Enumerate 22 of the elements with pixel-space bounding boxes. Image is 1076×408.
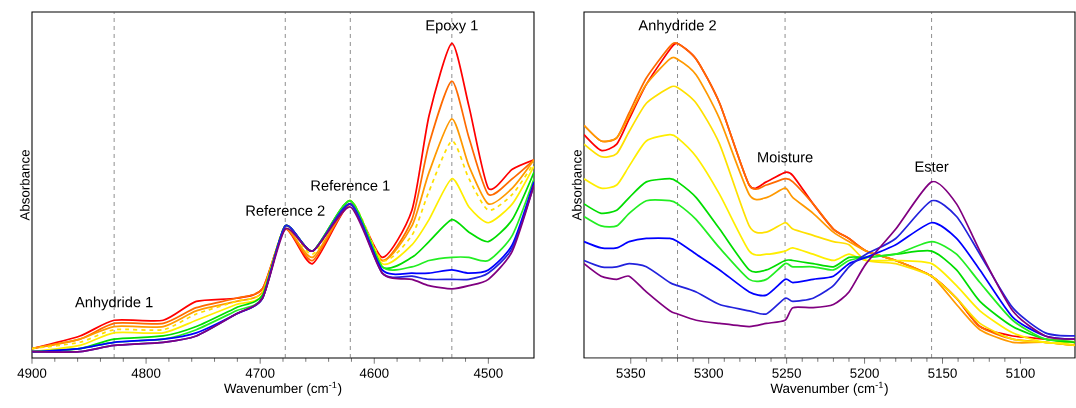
x-tick-label: 5100 [1006, 368, 1035, 378]
annotation: Reference 2 [246, 205, 325, 216]
x-axis-title: Wavenumber (cm$^{-1}$) [223, 381, 342, 396]
x-tick-label: 4500 [473, 368, 503, 378]
annotation: Epoxy 1 [426, 20, 478, 34]
x-tick-label: 4900 [17, 368, 47, 378]
x-tick-label: 5150 [928, 368, 957, 378]
y-axis-title: Absorbance [571, 150, 582, 221]
annotation: Moisture [758, 151, 813, 163]
annotation: Reference 1 [311, 179, 390, 191]
x-tick-label: 5200 [850, 368, 879, 378]
y-axis-title: Absorbance [19, 150, 30, 221]
x-tick-label: 5300 [694, 368, 724, 378]
x-tick-label: 4800 [131, 368, 161, 378]
x-tick-label: 5250 [772, 368, 801, 378]
x-tick-label: 4700 [245, 368, 275, 378]
x-axis-title: Wavenumber (cm$^{-1}$) [770, 381, 888, 396]
annotation: Anhydride 2 [638, 19, 716, 34]
annotation: Anhydride 1 [75, 296, 153, 311]
annotation: Ester [915, 161, 949, 172]
x-tick-label: 5350 [616, 368, 646, 378]
x-tick-label: 4600 [359, 368, 389, 378]
